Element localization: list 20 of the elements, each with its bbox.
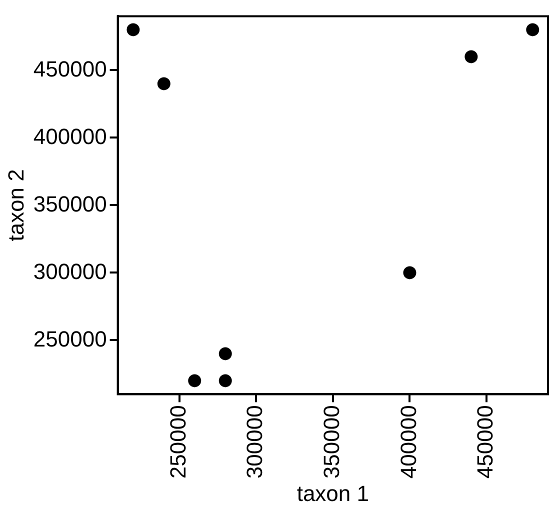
point [188,374,202,388]
x-tick-label: 450000 [472,405,498,479]
point [218,374,232,388]
y-tick-label: 300000 [33,258,107,284]
x-tick-label: 300000 [242,405,268,479]
point [403,266,416,280]
y-tick-label: 250000 [33,326,107,352]
x-tick-label: 400000 [396,405,421,479]
point [157,77,170,90]
x-tick-label: 350000 [318,405,344,479]
y-axis-title: taxon 2 [3,169,28,242]
point [126,23,140,36]
point [526,23,540,36]
point [464,50,478,64]
point [218,347,232,360]
x-axis-title: taxon 1 [296,480,369,506]
y-tick-label: 350000 [33,191,107,216]
y-tick-label: 450000 [33,56,107,82]
x-tick-label: 250000 [165,405,190,479]
y-tick-label: 400000 [33,124,107,149]
